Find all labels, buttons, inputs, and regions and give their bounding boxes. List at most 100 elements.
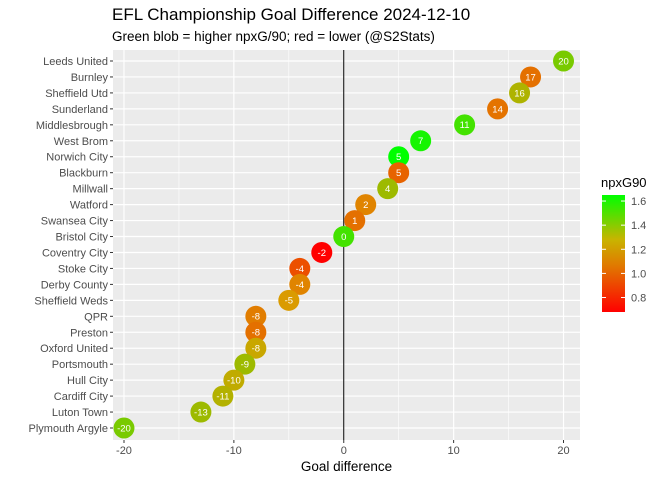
y-tick-label: Burnley [71,72,109,84]
y-tick-label: Watford [70,200,108,212]
data-point: -20 [113,417,135,439]
point-marker [377,178,399,200]
data-point: -8 [245,305,267,327]
y-tick-label: Sunderland [52,104,108,116]
chart-subtitle: Green blob = higher npxG/90; red = lower… [112,29,435,44]
data-point: 7 [410,130,432,152]
point-marker [190,401,212,423]
point-label: -20 [117,423,131,434]
x-axis-label: Goal difference [301,459,392,474]
y-tick-label: Hull City [67,375,108,387]
point-marker [553,50,575,72]
x-tick-label: -10 [226,445,242,457]
data-point: 1 [344,210,366,232]
data-point: -4 [289,257,311,279]
data-point: 0 [333,226,355,248]
y-tick-label: Derby County [41,279,109,291]
data-point: 11 [454,114,476,136]
legend-ticks: 1.6 1.4 1.2 1.0 0.8 [602,196,646,305]
point-label: 2 [363,200,368,211]
data-point: -10 [223,369,245,391]
point-marker [289,273,311,295]
y-tick-label: Middlesbrough [36,120,108,132]
point-marker [355,194,377,216]
data-point: -9 [234,353,256,375]
data-point: 5 [388,162,410,184]
point-label: -9 [241,360,249,371]
y-tick-label: Norwich City [46,152,108,164]
data-point: 14 [487,98,509,120]
data-point: 17 [520,66,542,88]
point-marker [410,130,432,152]
data-point: -8 [245,321,267,343]
y-tick-label: Sheffield Utd [45,88,108,100]
data-point: 4 [377,178,399,200]
point-label: -4 [296,280,304,291]
point-label: 0 [341,232,346,243]
data-point: 16 [509,82,531,104]
point-marker [113,417,135,439]
legend-tick-label: 1.6 [631,196,646,208]
point-label: 5 [396,168,401,179]
y-axis: Leeds United Burnley Sheffield Utd Sunderla… [29,56,113,435]
point-label: -10 [227,376,241,387]
legend-tick-label: 1.4 [631,220,646,232]
point-marker [223,369,245,391]
y-tick-label: Blackburn [59,168,108,180]
point-marker [509,82,531,104]
point-marker [344,210,366,232]
data-point: -8 [245,337,267,359]
color-legend: npxG90 1.6 1.4 1.2 1.0 0.8 [601,175,647,312]
data-point: -11 [212,385,234,407]
data-point: -13 [190,401,212,423]
point-marker [245,305,267,327]
point-marker [388,146,410,168]
point-marker [245,321,267,343]
y-tick-label: Portsmouth [52,359,108,371]
point-label: -13 [194,407,208,418]
point-label: 14 [492,104,503,115]
point-label: -8 [252,344,260,355]
x-tick-label: 20 [557,445,569,457]
y-tick-label: Preston [70,327,108,339]
y-tick-label: Luton Town [52,407,108,419]
grid-lines [113,50,580,440]
point-label: 16 [514,88,525,99]
y-tick-label: Stoke City [58,263,109,275]
point-label: -4 [296,264,304,275]
point-label: 5 [396,152,401,163]
point-label: -2 [318,248,326,259]
point-label: 1 [352,216,357,227]
x-tick-label: 10 [448,445,460,457]
point-marker [245,337,267,359]
point-label: -5 [285,296,293,307]
y-tick-label: Millwall [73,184,108,196]
y-tick-label: Oxford United [40,343,108,355]
point-label: 11 [460,120,470,131]
point-label: 17 [525,72,536,83]
data-point: 20 [553,50,575,72]
point-label: 4 [385,184,390,195]
data-point: -5 [278,289,300,311]
point-label: 20 [558,56,569,67]
point-marker [333,226,355,248]
point-label: 7 [418,136,423,147]
y-tick-label: Swansea City [41,216,109,228]
point-marker [289,257,311,279]
data-points: 20171614117554210-2-4-4-5-8-8-8-9-10-11-… [113,50,575,439]
y-tick-label: Cardiff City [54,391,109,403]
point-label: -11 [216,391,229,402]
point-label: -8 [252,312,260,323]
point-marker [454,114,476,136]
legend-tick-label: 1.2 [631,244,646,256]
legend-color-bar [602,195,625,312]
point-label: -8 [252,328,260,339]
data-point: 5 [388,146,410,168]
y-tick-label: Leeds United [43,56,108,68]
data-point: -2 [311,241,333,263]
point-marker [278,289,300,311]
x-tick-label: 0 [341,445,347,457]
point-marker [311,241,333,263]
y-tick-label: Plymouth Argyle [29,423,108,435]
